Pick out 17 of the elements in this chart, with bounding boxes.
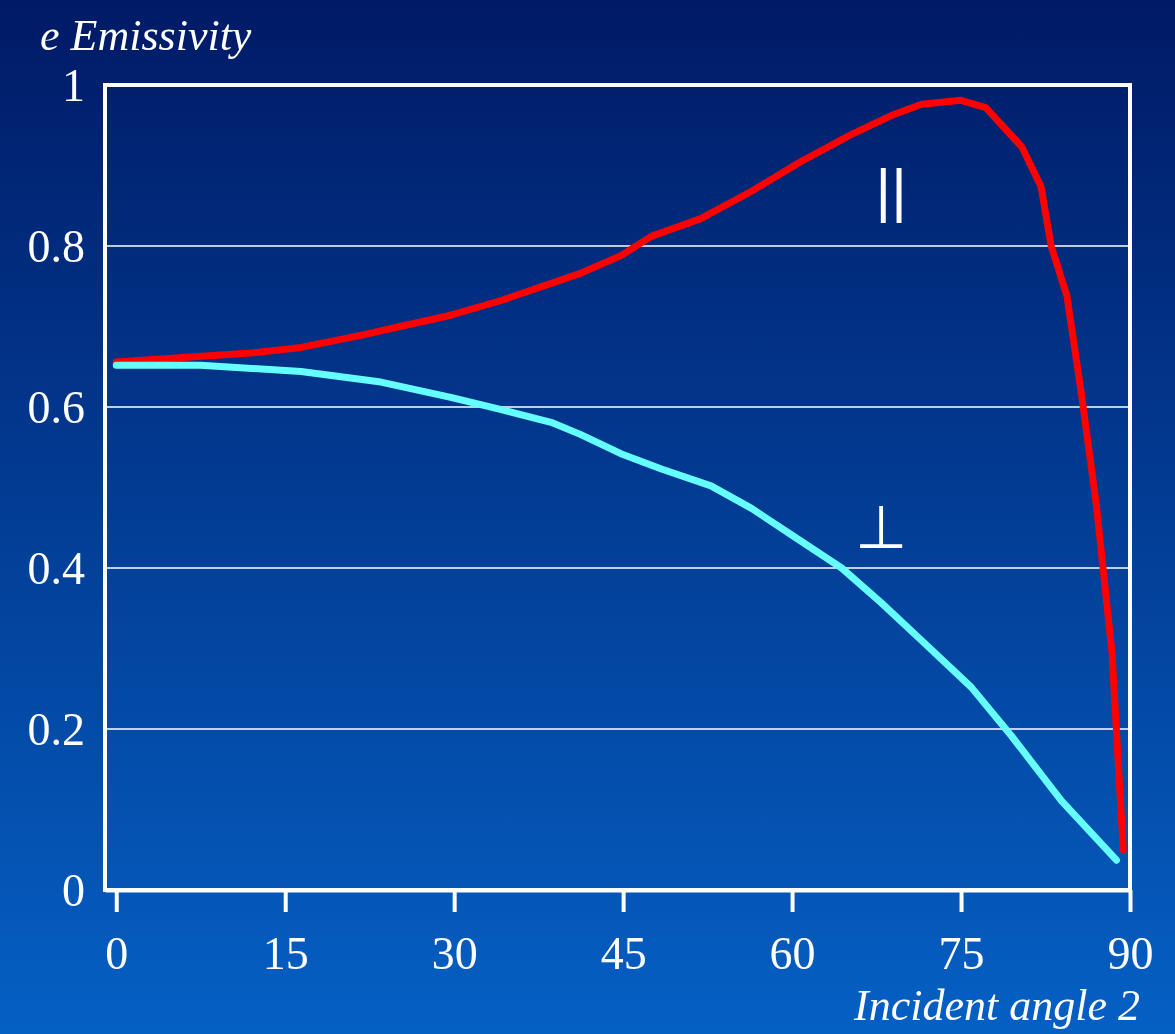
y-tick-label: 0 [62,865,85,916]
x-tick-label: 90 [1107,927,1154,979]
x-tick-label: 0 [105,927,129,979]
x-tick-label: 15 [262,927,309,979]
x-tick-label: 60 [769,927,816,979]
y-tick-label: 0.6 [27,382,85,433]
y-tick-label: 1 [62,60,85,111]
x-tick-label: 75 [938,927,985,979]
x-tick-label: 45 [600,927,647,979]
y-tick-label: 0.8 [27,221,85,272]
x-axis-title: Incident angle 2 [853,981,1140,1030]
y-axis-title: e Emissivity [40,11,252,60]
series-label: ⊥ [855,493,908,561]
y-tick-label: 0.4 [27,543,85,594]
series-label: || [875,156,907,224]
x-tick-label: 30 [431,927,478,979]
y-tick-label: 0.2 [27,704,85,755]
